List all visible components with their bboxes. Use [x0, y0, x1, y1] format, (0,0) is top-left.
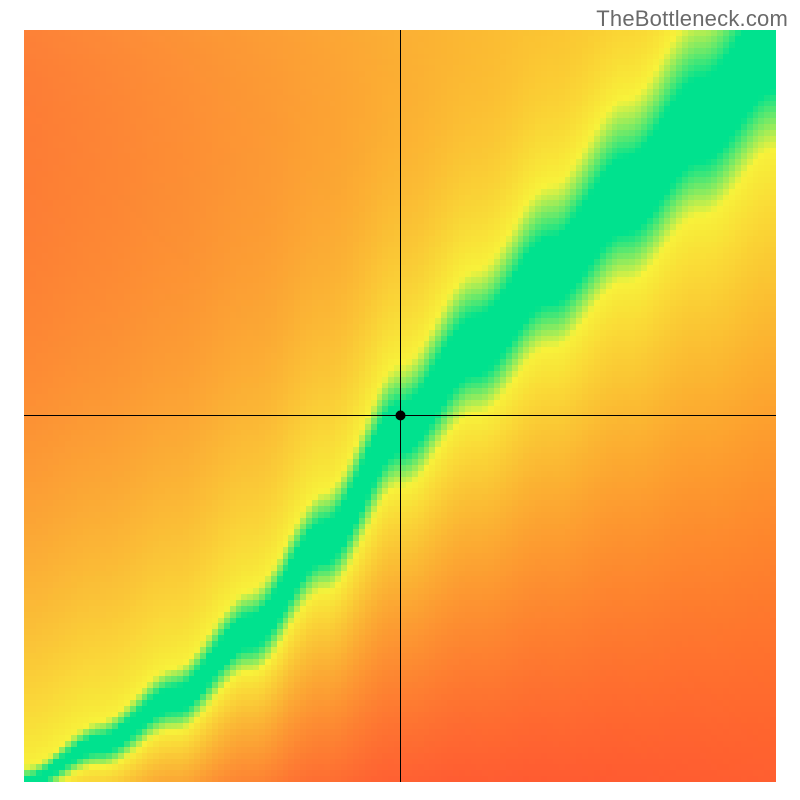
heatmap-plot — [24, 30, 776, 782]
chart-container: TheBottleneck.com — [0, 0, 800, 800]
watermark-text: TheBottleneck.com — [596, 6, 788, 32]
heatmap-canvas — [24, 30, 776, 782]
